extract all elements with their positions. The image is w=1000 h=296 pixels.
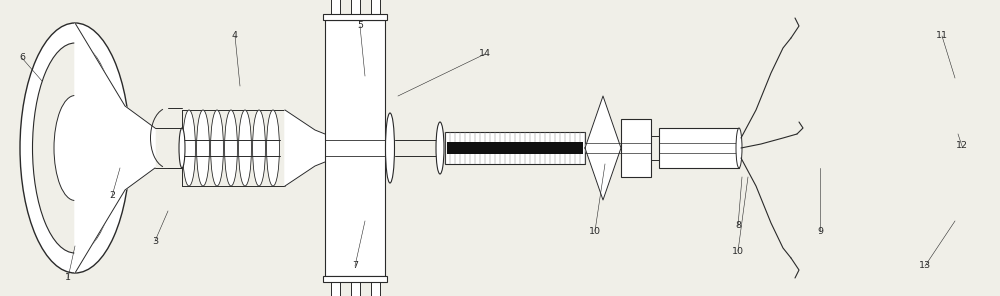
Bar [621,119,651,177]
Ellipse shape [197,110,209,186]
Ellipse shape [225,110,237,186]
Ellipse shape [54,96,96,200]
Bar [370,0,380,20]
Text: 3: 3 [152,237,158,245]
Ellipse shape [736,128,742,168]
Bar [445,132,585,164]
Bar [447,142,583,154]
Text: 8: 8 [735,221,741,231]
Text: 10: 10 [732,247,744,255]
Text: 6: 6 [19,54,25,62]
Bar [351,276,360,296]
Polygon shape [585,96,621,200]
Text: 1: 1 [65,274,71,282]
Bar [351,0,360,20]
Ellipse shape [386,113,394,183]
Text: 14: 14 [479,49,491,59]
Ellipse shape [239,110,251,186]
Text: 4: 4 [232,31,238,41]
Bar [323,276,387,282]
Ellipse shape [211,110,223,186]
Text: 9: 9 [817,226,823,236]
Ellipse shape [267,110,279,186]
Ellipse shape [179,128,185,168]
Ellipse shape [183,110,195,186]
Bar [330,0,340,20]
Text: 11: 11 [936,31,948,41]
Ellipse shape [32,43,118,253]
Polygon shape [75,23,155,273]
Text: 13: 13 [919,261,931,271]
Bar [370,276,380,296]
Ellipse shape [20,23,130,273]
Bar [325,20,385,276]
Bar [330,276,340,296]
Text: 10: 10 [589,226,601,236]
Polygon shape [285,110,325,186]
Bar [659,128,739,168]
Text: 5: 5 [357,22,363,30]
Ellipse shape [436,122,444,174]
Ellipse shape [253,110,265,186]
Text: 12: 12 [956,141,968,150]
Text: 7: 7 [352,261,358,271]
Bar [323,14,387,20]
Text: 2: 2 [109,192,115,200]
